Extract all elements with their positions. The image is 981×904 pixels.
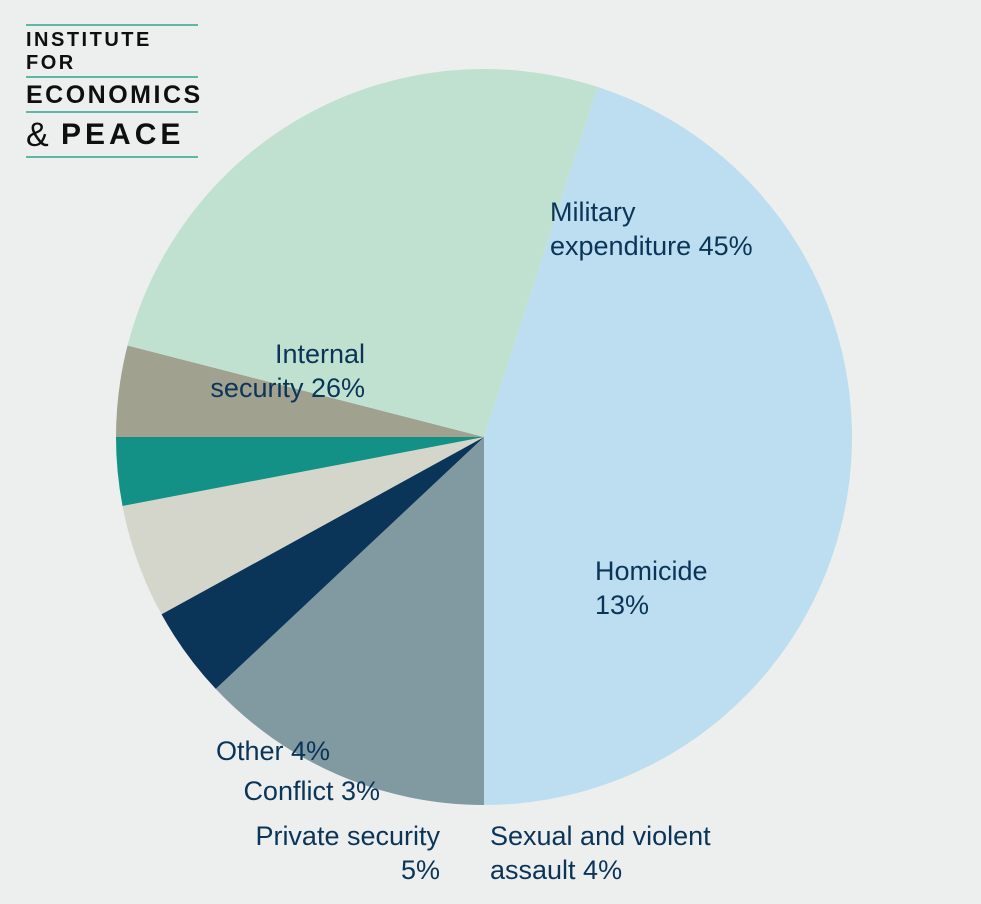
slice-label-conflict: Conflict 3% (243, 775, 380, 809)
slice-label-internal: Internalsecurity 26% (210, 338, 365, 406)
pie-svg (0, 0, 981, 899)
slice-label-military: Militaryexpenditure 45% (550, 196, 753, 264)
slice-label-private: Private security5% (255, 820, 440, 888)
slice-label-other: Other 4% (216, 735, 330, 769)
slice-label-sexual: Sexual and violentassault 4% (490, 820, 711, 888)
slice-label-homicide: Homicide13% (595, 555, 708, 623)
pie-chart: Militaryexpenditure 45% Homicide13% Sexual… (0, 0, 981, 899)
